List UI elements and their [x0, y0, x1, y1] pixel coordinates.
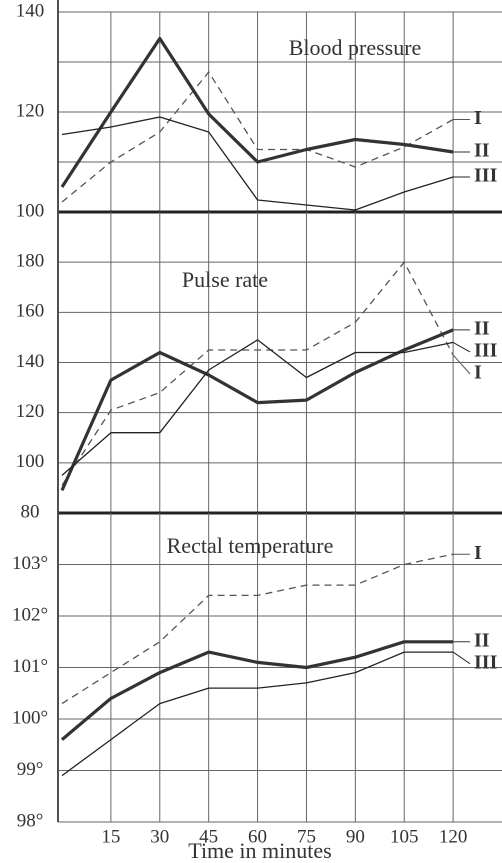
series-label: I — [474, 107, 482, 129]
x-tick-label: 30 — [150, 826, 169, 847]
y-tick-label: 101° — [12, 656, 48, 677]
x-tick-label: 15 — [101, 826, 120, 847]
x-tick-label: 105 — [390, 826, 419, 847]
leader — [452, 341, 471, 353]
y-tick-label: 102° — [12, 604, 48, 625]
y-tick-label: 180 — [16, 251, 45, 272]
x-axis-label: Time in minutes — [188, 838, 331, 863]
y-tick-label: 140 — [16, 0, 45, 21]
x-tick-label: 90 — [346, 826, 365, 847]
series-line — [61, 553, 454, 705]
series-line — [61, 261, 454, 486]
x-tick-label: 60 — [248, 826, 267, 847]
leader — [452, 354, 471, 375]
series-label: I — [474, 542, 482, 564]
leader — [452, 651, 471, 665]
series-label: II — [474, 317, 490, 339]
y-tick-label: 120 — [16, 401, 45, 422]
series-line — [61, 339, 454, 476]
x-tick-label: 75 — [297, 826, 316, 847]
series-label: I — [474, 361, 482, 383]
series-line — [60, 36, 454, 188]
series-line — [60, 640, 454, 741]
series-label: III — [474, 339, 498, 361]
panel-title: Blood pressure — [289, 35, 422, 60]
series-label: II — [474, 140, 490, 162]
x-tick-label: 45 — [199, 826, 218, 847]
series-line — [61, 651, 454, 777]
series-line — [61, 71, 454, 203]
y-tick-label: 103° — [12, 553, 48, 574]
series-label: III — [474, 165, 498, 187]
y-tick-label: 100 — [16, 200, 45, 221]
series-line — [60, 328, 454, 492]
series-label: II — [474, 629, 490, 651]
series-line — [61, 116, 454, 211]
y-tick-label: 160 — [16, 301, 45, 322]
series-label: III — [474, 651, 498, 673]
y-tick-label: 99° — [17, 759, 44, 780]
y-tick-label: 100° — [12, 707, 48, 728]
y-tick-label: 140 — [16, 351, 45, 372]
panel-title: Rectal temperature — [167, 533, 334, 558]
y-tick-label: 98° — [17, 810, 44, 831]
x-tick-label: 120 — [439, 826, 468, 847]
y-tick-label: 120 — [16, 100, 45, 121]
y-tick-label: 80 — [21, 501, 40, 522]
y-tick-label: 100 — [16, 451, 45, 472]
panel-title: Pulse rate — [182, 267, 268, 292]
